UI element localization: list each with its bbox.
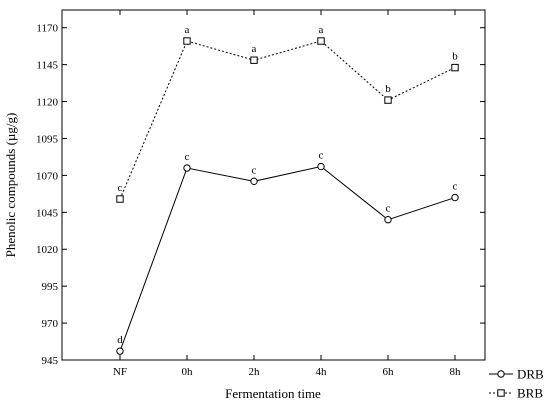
data-point-drb bbox=[183, 164, 191, 172]
significance-letter-brb: a bbox=[319, 24, 324, 36]
data-point-drb bbox=[384, 216, 392, 224]
y-tick-label: 995 bbox=[42, 281, 59, 293]
plot-frame bbox=[61, 9, 486, 361]
significance-letter-drb: c bbox=[453, 181, 458, 193]
series-line-brb bbox=[119, 40, 456, 200]
x-axis: NF 0h 2h 4h 6h 8h bbox=[113, 10, 461, 378]
data-point-drb bbox=[451, 193, 459, 202]
x-tick-label: 4h bbox=[316, 366, 328, 378]
significance-letter-drb: d bbox=[117, 334, 123, 346]
data-point-brb bbox=[317, 37, 325, 45]
y-axis-label: Phenolic compounds (µg/g) bbox=[3, 113, 18, 258]
significance-letter-drb: c bbox=[319, 150, 324, 162]
y-tick-label: 1120 bbox=[36, 97, 58, 109]
data-point-drb bbox=[116, 347, 124, 355]
x-tick-label: 8h bbox=[450, 366, 462, 378]
series-layer: d c c c c c c a a a b b bbox=[116, 24, 459, 355]
y-tick-label: 1095 bbox=[36, 133, 59, 145]
data-point-drb bbox=[250, 177, 258, 186]
significance-letter-brb: a bbox=[252, 43, 257, 55]
significance-letter-brb: c bbox=[118, 182, 123, 194]
x-axis-label: Fermentation time bbox=[225, 386, 321, 401]
y-tick-label: 1070 bbox=[36, 170, 59, 182]
significance-letter-drb: c bbox=[252, 164, 257, 176]
y-tick-label: 1020 bbox=[36, 244, 59, 256]
series-line-drb bbox=[119, 166, 456, 352]
legend-marker-drb bbox=[497, 370, 505, 378]
y-tick-label: 970 bbox=[42, 318, 59, 330]
significance-letter-drb: c bbox=[185, 151, 190, 163]
significance-letter-drb: c bbox=[386, 203, 391, 215]
significance-letter-brb: b bbox=[452, 51, 458, 63]
data-point-brb bbox=[183, 37, 191, 45]
significance-letter-brb: a bbox=[185, 24, 190, 36]
legend: DRB BRB bbox=[489, 367, 544, 401]
x-tick-label: 0h bbox=[182, 366, 194, 378]
y-tick-label: 1045 bbox=[36, 207, 59, 219]
y-tick-label: 1170 bbox=[36, 23, 58, 35]
significance-letter-brb: b bbox=[385, 83, 391, 95]
data-point-brb bbox=[451, 63, 459, 72]
y-tick-label: 945 bbox=[42, 355, 59, 367]
x-tick-label: 2h bbox=[249, 366, 261, 378]
legend-marker-brb bbox=[497, 389, 505, 397]
data-point-brb bbox=[116, 195, 124, 203]
x-tick-label: NF bbox=[113, 366, 127, 378]
x-tick-label: 6h bbox=[383, 366, 395, 378]
legend-label-drb: DRB bbox=[517, 367, 544, 382]
y-axis: 945 970 995 1020 1045 1070 1095 1120 1145 1170 bbox=[36, 23, 485, 367]
data-point-brb bbox=[384, 96, 392, 104]
legend-label-brb: BRB bbox=[517, 386, 543, 401]
data-point-brb bbox=[250, 56, 258, 64]
y-tick-label: 1145 bbox=[36, 60, 58, 72]
data-point-drb bbox=[317, 162, 325, 171]
